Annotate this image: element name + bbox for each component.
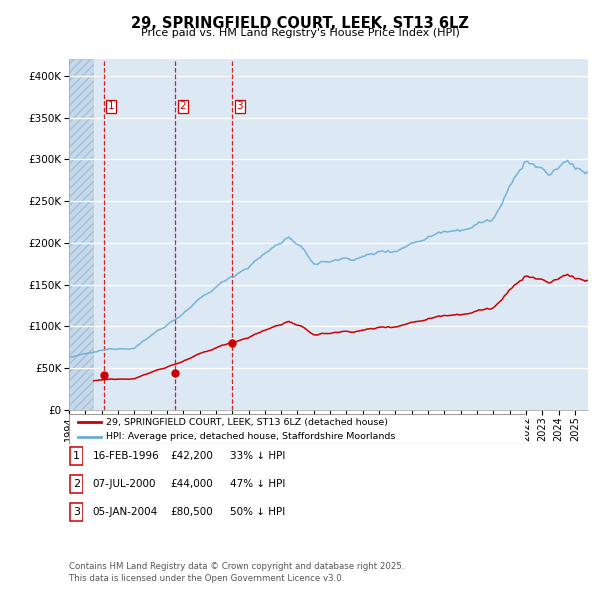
Text: 2: 2 <box>179 101 186 111</box>
Text: 47% ↓ HPI: 47% ↓ HPI <box>230 479 286 489</box>
Bar <box>69 59 94 410</box>
Text: £80,500: £80,500 <box>170 507 213 516</box>
Text: £44,000: £44,000 <box>170 479 213 489</box>
Text: 29, SPRINGFIELD COURT, LEEK, ST13 6LZ (detached house): 29, SPRINGFIELD COURT, LEEK, ST13 6LZ (d… <box>106 418 388 427</box>
Text: 1: 1 <box>73 451 80 461</box>
Text: HPI: Average price, detached house, Staffordshire Moorlands: HPI: Average price, detached house, Staf… <box>106 432 396 441</box>
Text: 05-JAN-2004: 05-JAN-2004 <box>92 507 158 516</box>
Text: £42,200: £42,200 <box>170 451 213 461</box>
Text: 07-JUL-2000: 07-JUL-2000 <box>92 479 156 489</box>
Text: 16-FEB-1996: 16-FEB-1996 <box>92 451 159 461</box>
Text: 1: 1 <box>107 101 115 111</box>
Text: 33% ↓ HPI: 33% ↓ HPI <box>230 451 286 461</box>
Text: 3: 3 <box>236 101 243 111</box>
Text: Contains HM Land Registry data © Crown copyright and database right 2025.
This d: Contains HM Land Registry data © Crown c… <box>69 562 404 583</box>
Text: 3: 3 <box>73 507 80 516</box>
Bar <box>69 59 94 410</box>
Text: 50% ↓ HPI: 50% ↓ HPI <box>230 507 286 516</box>
Text: 29, SPRINGFIELD COURT, LEEK, ST13 6LZ: 29, SPRINGFIELD COURT, LEEK, ST13 6LZ <box>131 16 469 31</box>
Text: 2: 2 <box>73 479 80 489</box>
Text: Price paid vs. HM Land Registry's House Price Index (HPI): Price paid vs. HM Land Registry's House … <box>140 28 460 38</box>
